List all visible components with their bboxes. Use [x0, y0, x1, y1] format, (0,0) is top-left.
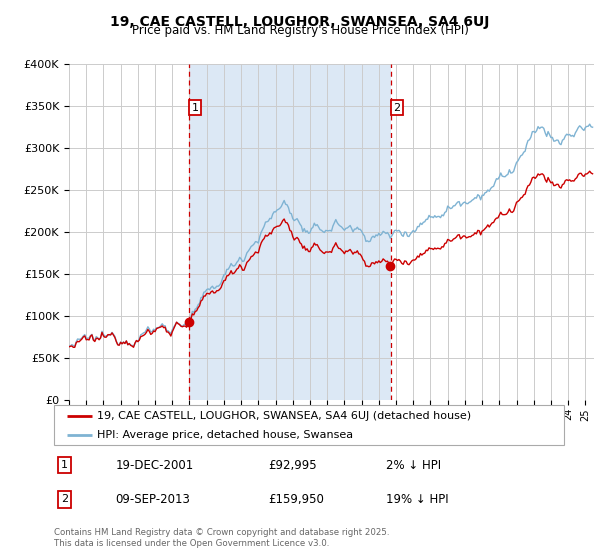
Text: 19% ↓ HPI: 19% ↓ HPI [386, 493, 448, 506]
Text: £159,950: £159,950 [268, 493, 324, 506]
Text: 09-SEP-2013: 09-SEP-2013 [115, 493, 190, 506]
Text: Price paid vs. HM Land Registry's House Price Index (HPI): Price paid vs. HM Land Registry's House … [131, 24, 469, 37]
Text: 1: 1 [191, 102, 199, 113]
Bar [189, 64, 391, 400]
Text: 19, CAE CASTELL, LOUGHOR, SWANSEA, SA4 6UJ: 19, CAE CASTELL, LOUGHOR, SWANSEA, SA4 6… [110, 15, 490, 29]
Text: 1: 1 [61, 460, 68, 470]
Text: HPI: Average price, detached house, Swansea: HPI: Average price, detached house, Swan… [97, 430, 353, 440]
Text: 19-DEC-2001: 19-DEC-2001 [115, 459, 193, 472]
Text: Contains HM Land Registry data © Crown copyright and database right 2025.
This d: Contains HM Land Registry data © Crown c… [54, 528, 389, 548]
Text: 2% ↓ HPI: 2% ↓ HPI [386, 459, 440, 472]
Text: £92,995: £92,995 [268, 459, 317, 472]
Text: 2: 2 [393, 102, 400, 113]
Text: 2: 2 [61, 494, 68, 505]
Text: 19, CAE CASTELL, LOUGHOR, SWANSEA, SA4 6UJ (detached house): 19, CAE CASTELL, LOUGHOR, SWANSEA, SA4 6… [97, 411, 472, 421]
